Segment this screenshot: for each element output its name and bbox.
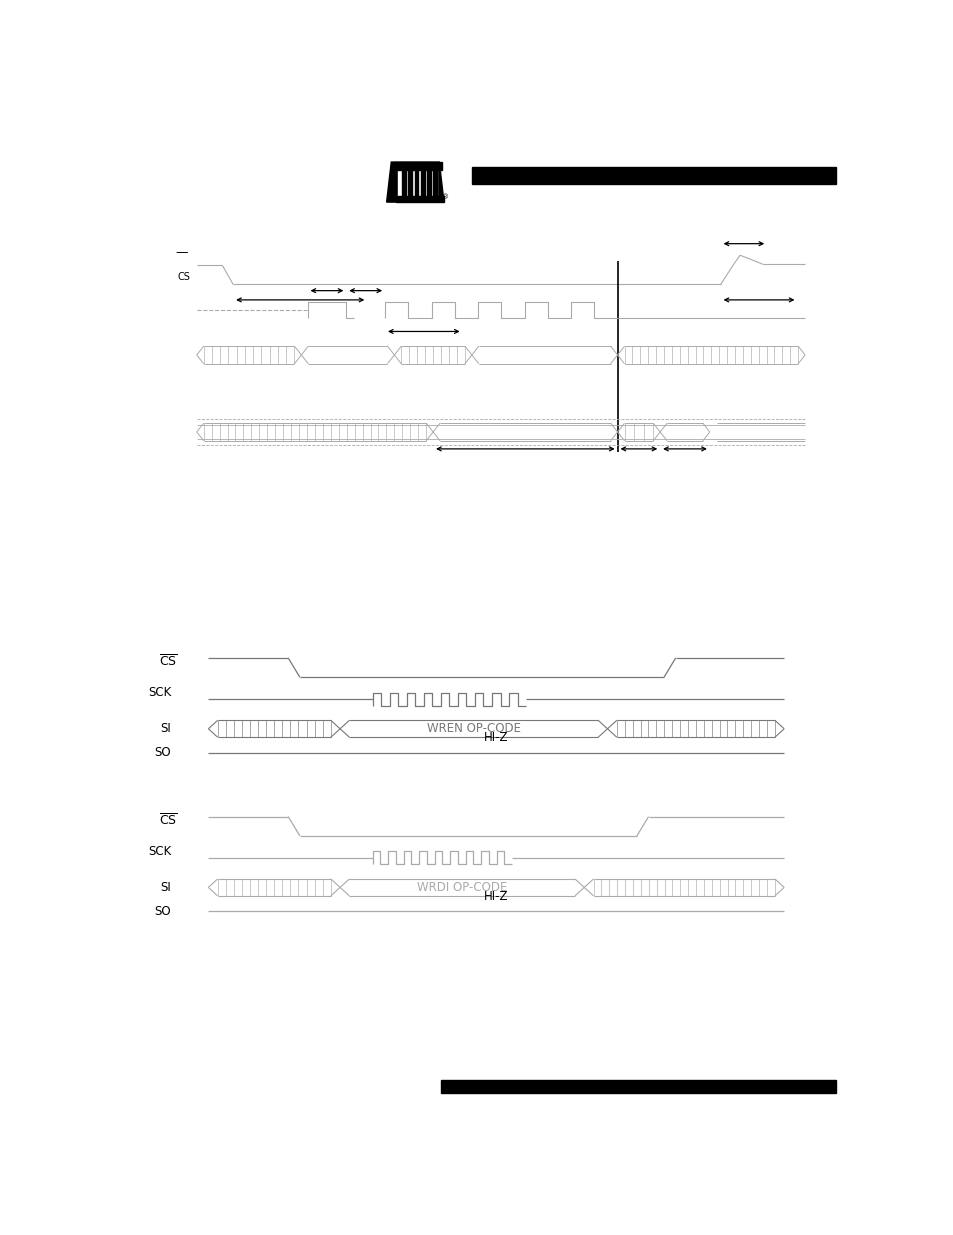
Text: SO: SO — [154, 905, 171, 918]
Bar — [440, 1079, 835, 1093]
Bar — [472, 168, 835, 184]
Text: SO: SO — [154, 746, 171, 760]
Polygon shape — [420, 168, 424, 199]
Text: WREN OP-CODE: WREN OP-CODE — [426, 722, 520, 735]
Text: CS: CS — [177, 272, 191, 282]
Bar — [394, 162, 442, 169]
Polygon shape — [415, 168, 418, 199]
Polygon shape — [433, 168, 436, 199]
Text: HI-Z: HI-Z — [483, 731, 508, 745]
Polygon shape — [402, 168, 406, 199]
Bar — [395, 196, 443, 203]
Text: WRDI OP-CODE: WRDI OP-CODE — [416, 881, 507, 894]
Text: HI-Z: HI-Z — [483, 889, 508, 903]
Polygon shape — [427, 168, 431, 199]
Text: $\overline{\rm CS}$: $\overline{\rm CS}$ — [158, 655, 177, 669]
Text: SI: SI — [160, 881, 171, 894]
Polygon shape — [397, 168, 436, 199]
Polygon shape — [386, 162, 443, 203]
Text: SCK: SCK — [148, 845, 171, 858]
Text: $\overline{\rm CS}$: $\overline{\rm CS}$ — [158, 813, 177, 829]
Text: SI: SI — [160, 722, 171, 735]
Text: —: — — [174, 246, 187, 259]
Text: ®: ® — [442, 195, 449, 200]
Polygon shape — [408, 168, 412, 199]
Text: SCK: SCK — [148, 687, 171, 699]
